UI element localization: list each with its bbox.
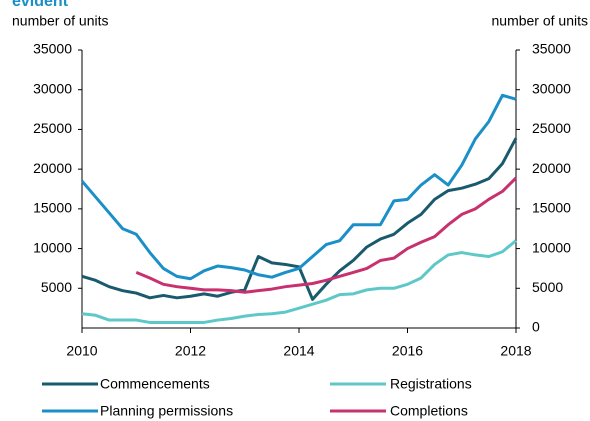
y-tick-label: 30000: [33, 80, 72, 96]
legend-label: Completions: [390, 403, 468, 419]
y-tick-label: 20000: [33, 160, 72, 176]
y-tick-label: 35000: [33, 41, 72, 57]
y-tick-label: 10000: [33, 239, 72, 255]
y2-tick-label: 20000: [532, 160, 571, 176]
y2-tick-label: 15000: [532, 200, 571, 216]
legend-label: Planning permissions: [100, 403, 233, 419]
x-tick-label: 2012: [175, 343, 206, 359]
y-tick-label: 5000: [41, 279, 72, 295]
x-tick-label: 2016: [392, 343, 423, 359]
y2-tick-label: 10000: [532, 239, 571, 255]
x-tick-label: 2018: [500, 343, 531, 359]
series-line: [81, 239, 517, 324]
y2-axis-label: number of units: [492, 13, 589, 29]
y-axis-label: number of units: [12, 13, 109, 29]
y2-tick-label: 5000: [532, 279, 563, 295]
x-tick-label: 2014: [283, 343, 314, 359]
legend-label: Commencements: [100, 376, 210, 392]
series-line: [81, 137, 518, 301]
x-tick-label: 2010: [66, 343, 97, 359]
legend-label: Registrations: [390, 376, 472, 392]
series-line: [80, 93, 517, 281]
y2-tick-label: 0: [532, 319, 540, 335]
y2-tick-label: 25000: [532, 120, 571, 136]
y-tick-label: 25000: [33, 120, 72, 136]
y2-tick-label: 35000: [532, 41, 571, 57]
y2-tick-label: 30000: [532, 80, 571, 96]
chart-title: evident: [12, 0, 69, 10]
series-line: [135, 176, 518, 294]
y-tick-label: 15000: [33, 200, 72, 216]
